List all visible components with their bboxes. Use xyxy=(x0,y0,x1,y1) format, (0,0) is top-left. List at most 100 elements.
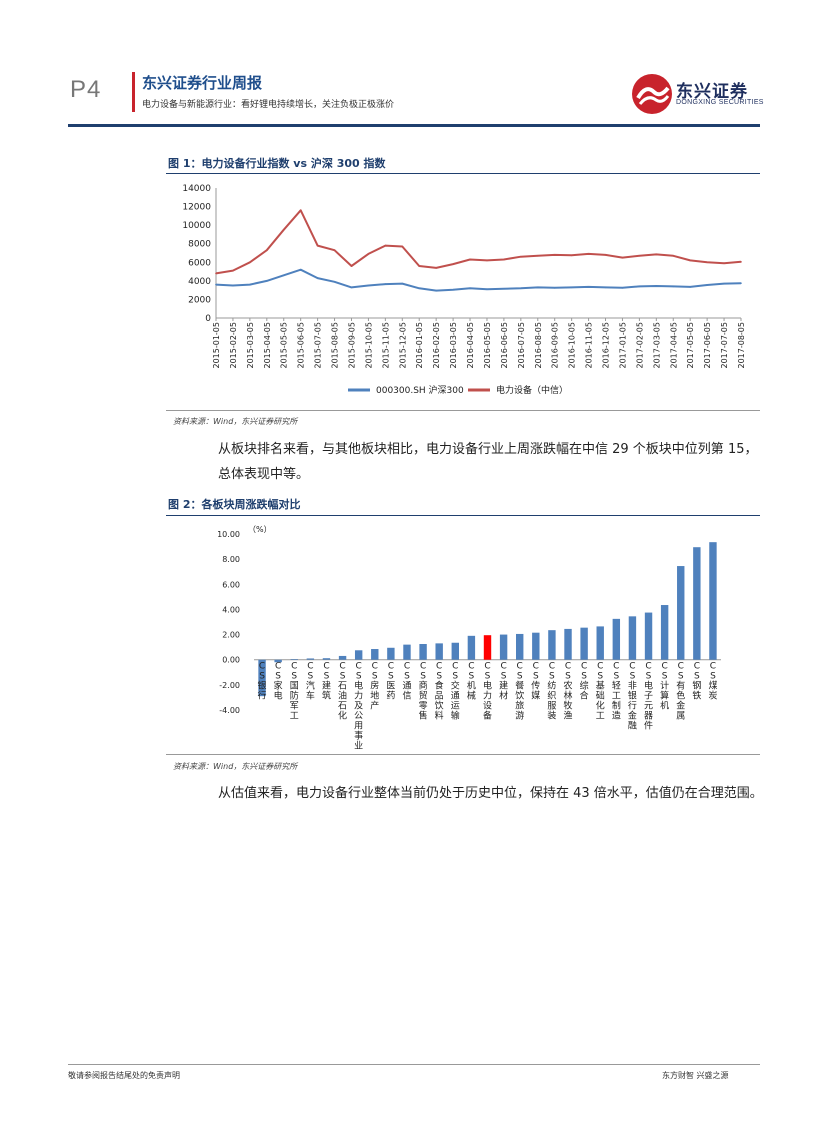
x-tick-label: 2016-11-05 xyxy=(585,322,594,369)
series-1-point xyxy=(672,285,675,288)
series-2-point xyxy=(570,254,573,257)
figure1-title: 图 1：电力设备行业指数 vs 沪深 300 指数 xyxy=(168,157,386,170)
series-line-1 xyxy=(215,268,742,292)
series-1-point xyxy=(723,282,725,285)
bar xyxy=(596,626,604,660)
figure1-bottom-rule xyxy=(166,410,760,411)
y-tick-label: 0.00 xyxy=(222,656,240,665)
series-1-point xyxy=(452,288,454,291)
y-tick-label: 12000 xyxy=(182,203,211,213)
x-tick-label: 2015-01-05 xyxy=(212,322,221,369)
report-subtitle: 电力设备与新能源行业：看好锂电持续增长，关注负极正极涨价 xyxy=(142,100,395,110)
bar xyxy=(419,644,427,660)
series-2-point xyxy=(401,245,404,248)
series-2-point xyxy=(232,269,234,272)
y-tick-label: 10000 xyxy=(182,221,211,231)
category-label: C S 轻工制造 xyxy=(612,662,621,722)
category-label: C S 煤炭 xyxy=(708,662,717,702)
category-label: C S 食品饮料 xyxy=(435,662,444,722)
series-1-point xyxy=(587,286,590,288)
series-2-point xyxy=(655,253,658,256)
footer-slogan: 东方财智 兴盛之源 xyxy=(662,1071,729,1080)
bar xyxy=(532,632,540,660)
series-2-point xyxy=(486,259,488,262)
bar xyxy=(258,659,266,697)
y-tick-label: 6.00 xyxy=(222,580,240,589)
bar xyxy=(516,633,524,660)
series-2-point xyxy=(435,267,437,269)
series-1-point xyxy=(282,274,285,277)
y-tick-label: 14000 xyxy=(182,184,211,194)
paragraph-valuation: 从估值来看，电力设备行业整体当前仍处于历史中位，保持在 43 倍水平，估值仍在合… xyxy=(218,786,763,801)
x-tick-label: 2017-06-05 xyxy=(703,322,712,369)
series-1-point xyxy=(638,285,641,288)
figure2-title: 图 2：各板块周涨跌幅对比 xyxy=(168,498,301,511)
category-label: C S 汽车 xyxy=(306,662,315,702)
x-tick-label: 2016-10-05 xyxy=(568,322,577,369)
x-tick-label: 2015-10-05 xyxy=(364,322,373,369)
bar xyxy=(322,658,331,660)
category-label: C S 钢铁 xyxy=(692,662,701,702)
bar xyxy=(467,635,476,660)
category-label: C S 农林牧渔 xyxy=(564,662,573,722)
series-1-point xyxy=(401,282,404,285)
footer-disclaimer: 敬请参阅报告结尾处的免责声明 xyxy=(68,1071,180,1080)
bar xyxy=(435,643,443,660)
series-2-point xyxy=(723,262,725,265)
x-tick-label: 2017-05-05 xyxy=(686,322,695,369)
category-label: C S 建筑 xyxy=(322,662,331,702)
header-divider xyxy=(68,124,760,127)
category-label: C S 商贸零售 xyxy=(419,662,428,722)
x-tick-label: 2015-06-05 xyxy=(297,322,306,369)
series-1-point xyxy=(215,283,217,286)
series-2-point xyxy=(536,254,539,257)
x-tick-label: 2015-11-05 xyxy=(381,322,390,369)
series-2-point xyxy=(333,249,336,252)
x-tick-label: 2017-08-05 xyxy=(737,322,746,369)
x-tick-label: 2016-04-05 xyxy=(466,322,475,369)
series-1-point xyxy=(249,283,251,286)
category-label: C S 交通运输 xyxy=(451,662,460,722)
series-2-point xyxy=(621,256,624,259)
figure1-top-rule xyxy=(166,173,760,174)
series-2-point xyxy=(282,228,285,231)
bar xyxy=(548,630,556,660)
report-title: 东兴证券行业周报 xyxy=(142,74,263,92)
series-1-point xyxy=(706,284,708,286)
series-2-point xyxy=(604,254,607,256)
series-1-point xyxy=(418,287,421,290)
bar xyxy=(290,659,298,660)
y-tick-label: 2.00 xyxy=(222,631,240,640)
series-1-point xyxy=(520,287,522,290)
x-tick-label: 2016-07-05 xyxy=(517,322,526,369)
x-tick-label: 2017-04-05 xyxy=(669,322,678,369)
series-2-point xyxy=(706,261,708,264)
bar xyxy=(306,658,315,660)
y-tick-label: 10.00 xyxy=(217,530,240,539)
figure2-bar-chart: 10.00 8.00 6.00 4.00 2.00 0.00 -2.00 -4.00 （%） C S… xyxy=(217,525,721,752)
y-tick-label: -4.00 xyxy=(219,706,240,715)
series-2-point xyxy=(638,254,641,257)
x-tick-label: 2015-03-05 xyxy=(246,322,255,369)
series-2-point xyxy=(520,255,522,258)
legend-label-2: 电力设备（中信） xyxy=(496,384,568,396)
x-tick-label: 2015-04-05 xyxy=(263,322,272,369)
paragraph-ranking: 从板块排名来看，与其他板块相比，电力设备行业上周涨跌幅在中信 29 个板块中位列… xyxy=(218,442,758,482)
figure1-source: 资料来源：Wind，东兴证券研究所 xyxy=(173,417,298,426)
category-label: C S 电力及公用事业 xyxy=(354,662,363,752)
x-tick-label: 2017-01-05 xyxy=(618,322,627,369)
y-tick-label: 4.00 xyxy=(222,605,240,614)
y-tick-label: -2.00 xyxy=(219,681,240,690)
bar xyxy=(499,634,508,660)
bar xyxy=(709,542,717,660)
x-tick-label: 2015-12-05 xyxy=(398,322,407,369)
category-label: C S 通信 xyxy=(402,662,411,702)
x-tick-label: 2016-09-05 xyxy=(551,322,560,369)
x-tick-label: 2017-07-05 xyxy=(720,322,729,369)
series-2-point xyxy=(452,263,454,265)
category-label: C S 计算机 xyxy=(660,662,669,712)
x-tick-label: 2017-03-05 xyxy=(652,322,661,369)
series-1-point xyxy=(350,286,353,289)
x-tick-label: 2016-06-05 xyxy=(500,322,509,369)
series-2-point xyxy=(689,259,691,262)
